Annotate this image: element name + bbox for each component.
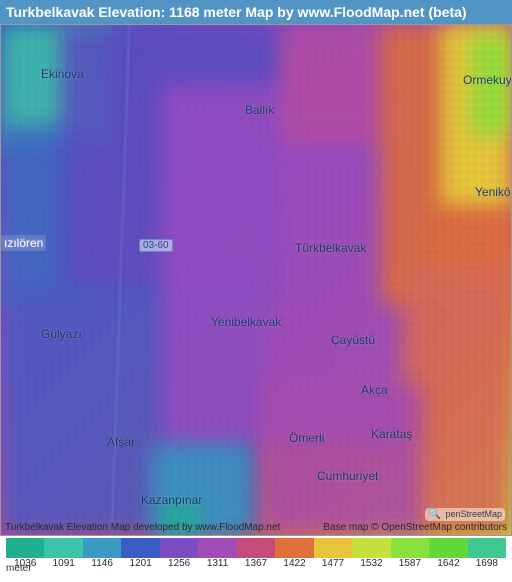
place-label: Kazanpınar: [141, 493, 202, 507]
legend-cell: [198, 538, 236, 558]
place-label: Yenibelkavak: [211, 315, 281, 329]
terrain-layer: [1, 25, 511, 535]
legend-label: 1642: [429, 558, 467, 569]
place-label: Gülyazı: [41, 327, 82, 341]
legend-cell: [429, 538, 467, 558]
legend-label: 1477: [314, 558, 352, 569]
place-label: ızılören: [1, 235, 46, 251]
legend-label: 1256: [160, 558, 198, 569]
legend-cell: [237, 538, 275, 558]
legend-scale: [6, 538, 506, 558]
place-label: Ballık: [245, 103, 274, 117]
legend-labels: 1036109111461201125613111367142214771532…: [6, 558, 506, 569]
legend-cell: [44, 538, 82, 558]
legend-cell: [352, 538, 390, 558]
place-label: Ömerli: [289, 431, 324, 445]
attribution-left: Turkbelkavak Elevation Map developed by …: [5, 522, 280, 533]
legend-label: 1146: [83, 558, 121, 569]
legend-unit: meter: [6, 563, 32, 574]
legend-label: 1587: [391, 558, 429, 569]
elevation-legend: 1036109111461201125613111367142214771532…: [0, 536, 512, 578]
place-label: Karataş: [371, 427, 412, 441]
osm-branding-text: penStreetMap: [445, 509, 502, 519]
legend-label: 1091: [44, 558, 82, 569]
pixel-overlay: [1, 25, 511, 535]
legend-label: 1532: [352, 558, 390, 569]
legend-label: 1311: [198, 558, 236, 569]
legend-cell: [314, 538, 352, 558]
place-label: Ormekuy: [463, 73, 512, 87]
legend-label: 1698: [468, 558, 506, 569]
place-label: Çayüstü: [331, 333, 375, 347]
place-label: Ekinova: [41, 67, 84, 81]
legend-label: 1201: [121, 558, 159, 569]
legend-label: 1422: [275, 558, 313, 569]
legend-cell: [468, 538, 506, 558]
road-shield: 03-60: [139, 239, 173, 252]
map-area[interactable]: Ekinova Ballık Ormekuy Yenikö ızılören Türkbe…: [0, 24, 512, 536]
title-bar: Turkbelkavak Elevation: 1168 meter Map b…: [0, 0, 512, 24]
place-label: Afşar: [107, 435, 135, 449]
map-container: Turkbelkavak Elevation: 1168 meter Map b…: [0, 0, 512, 582]
place-label: Cumhuriyet: [317, 469, 378, 483]
legend-cell: [6, 538, 44, 558]
place-label: Akça: [361, 383, 388, 397]
legend-cell: [83, 538, 121, 558]
attribution-right: Base map © OpenStreetMap contributors: [323, 522, 507, 533]
osm-logo: penStreetMap: [425, 508, 505, 521]
place-label: Yenikö: [475, 185, 511, 199]
legend-label: 1367: [237, 558, 275, 569]
legend-cell: [160, 538, 198, 558]
legend-cell: [121, 538, 159, 558]
legend-cell: [275, 538, 313, 558]
page-title: Turkbelkavak Elevation: 1168 meter Map b…: [6, 4, 467, 20]
place-label: Türkbelkavak: [295, 241, 366, 255]
legend-cell: [391, 538, 429, 558]
